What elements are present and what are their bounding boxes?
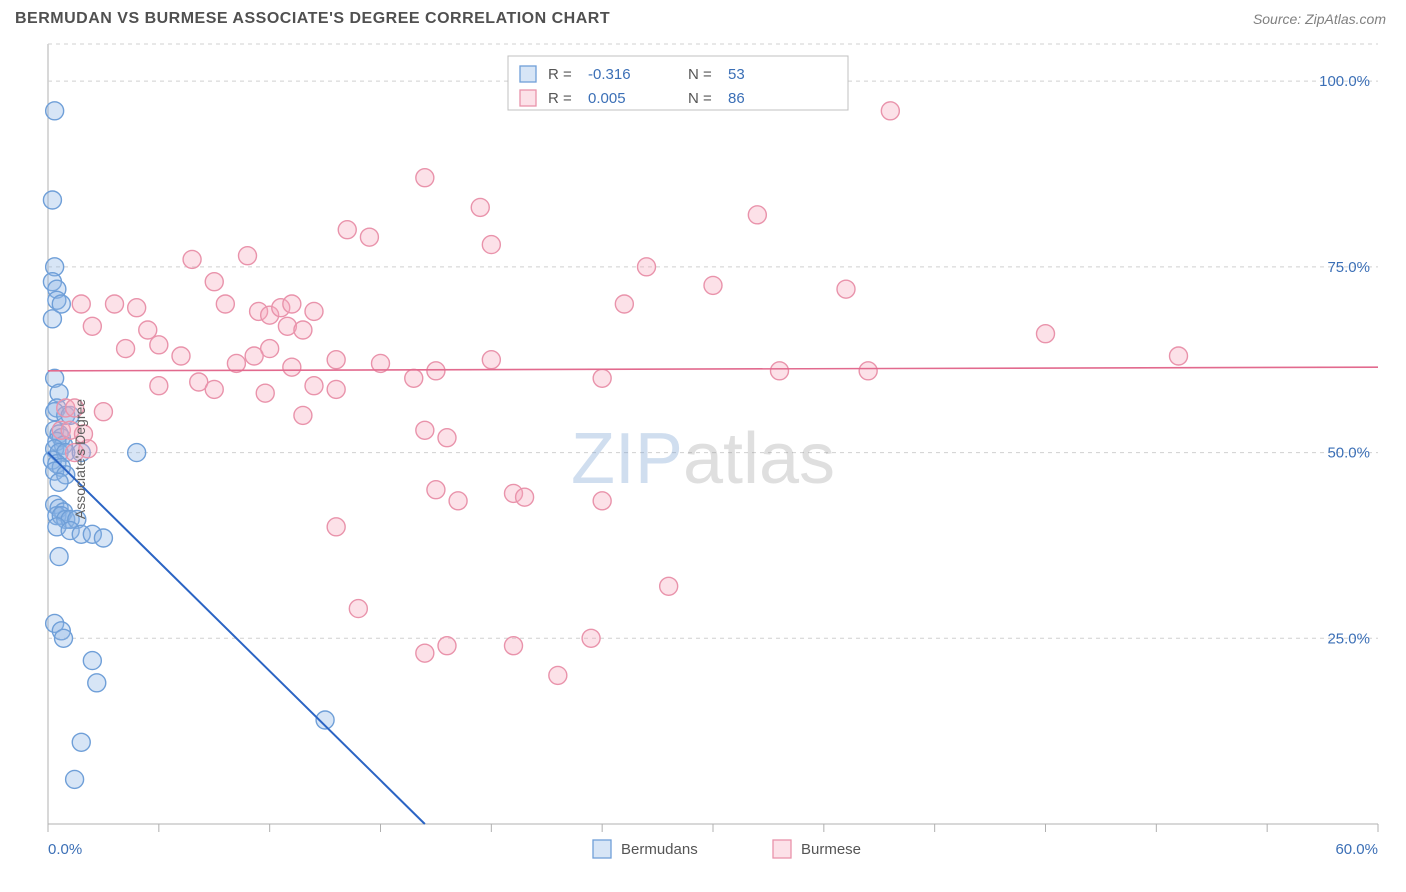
svg-text:R =: R = — [548, 66, 572, 83]
svg-text:Burmese: Burmese — [801, 841, 861, 858]
svg-text:100.0%: 100.0% — [1319, 73, 1370, 90]
svg-text:0.005: 0.005 — [588, 90, 626, 107]
svg-text:0.0%: 0.0% — [48, 841, 82, 858]
y-axis-label: Associate's Degree — [72, 399, 88, 519]
svg-text:N =: N = — [688, 66, 712, 83]
chart-title: BERMUDAN VS BURMESE ASSOCIATE'S DEGREE C… — [15, 10, 610, 28]
svg-text:60.0%: 60.0% — [1335, 841, 1378, 858]
svg-text:N =: N = — [688, 90, 712, 107]
svg-text:25.0%: 25.0% — [1327, 630, 1370, 647]
scatter-chart: 25.0% 50.0% 75.0% 100.0% 0.0% 60.0% R = -0.316 N… — [0, 34, 1406, 884]
svg-text:R =: R = — [548, 90, 572, 107]
chart-source: Source: ZipAtlas.com — [1253, 11, 1386, 27]
svg-text:Bermudans: Bermudans — [621, 841, 698, 858]
svg-text:53: 53 — [728, 66, 745, 83]
svg-text:86: 86 — [728, 90, 745, 107]
chart-header: BERMUDAN VS BURMESE ASSOCIATE'S DEGREE C… — [0, 0, 1406, 34]
svg-text:50.0%: 50.0% — [1327, 445, 1370, 462]
svg-text:-0.316: -0.316 — [588, 66, 631, 83]
svg-text:75.0%: 75.0% — [1327, 259, 1370, 276]
chart-container: Associate's Degree ZIPatlas 25.0%50.0%75… — [0, 34, 1406, 884]
